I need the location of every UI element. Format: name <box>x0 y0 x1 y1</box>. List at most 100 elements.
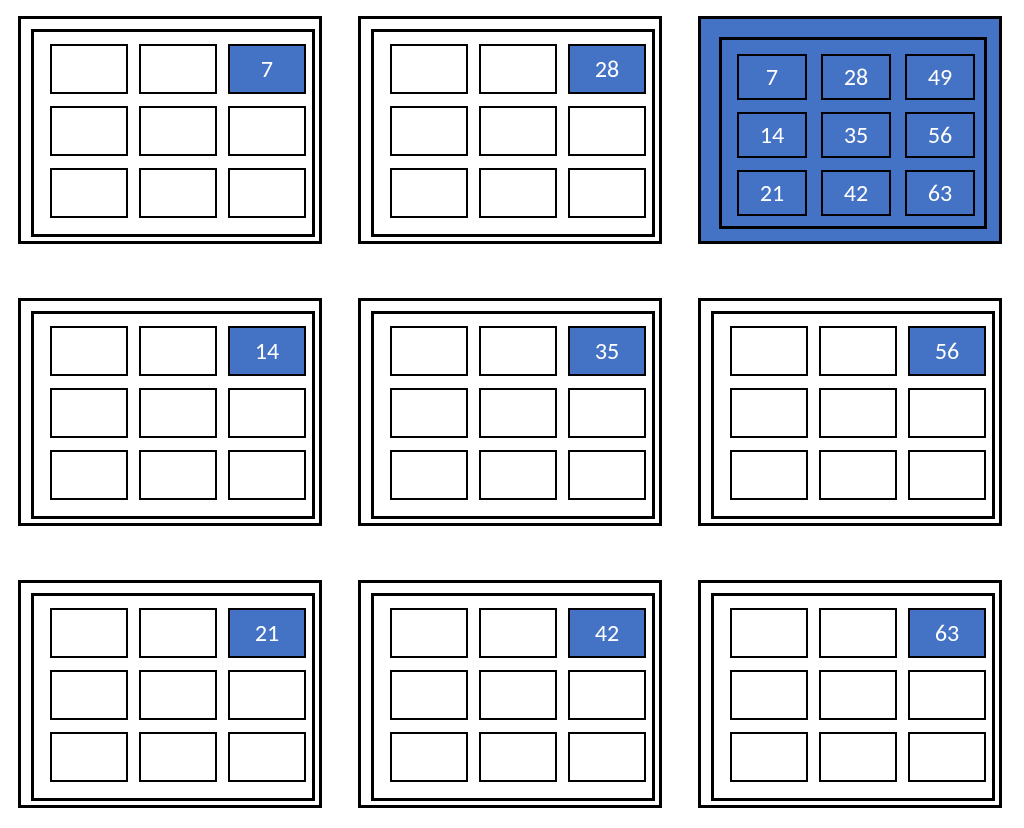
cell-filled: 21 <box>228 608 306 658</box>
cell-filled: 56 <box>908 326 986 376</box>
panel-p-1-0: 14 <box>18 298 322 526</box>
cell-empty <box>228 670 306 720</box>
cell-filled: 7 <box>228 44 306 94</box>
cell-filled: 35 <box>821 112 891 158</box>
cell-empty <box>139 608 217 658</box>
panel-inner-border: 35 <box>371 311 655 519</box>
cell-filled: 14 <box>228 326 306 376</box>
cell-empty <box>730 670 808 720</box>
panel-inner-border: 56 <box>711 311 995 519</box>
cell-empty <box>730 450 808 500</box>
cell-empty <box>479 44 557 94</box>
cell-empty <box>139 388 217 438</box>
cell-empty <box>568 168 646 218</box>
cell-filled: 21 <box>737 170 807 216</box>
cell-empty <box>139 732 217 782</box>
cell-empty <box>50 168 128 218</box>
cell-empty <box>819 608 897 658</box>
cell-empty <box>390 608 468 658</box>
cell-empty <box>228 106 306 156</box>
cell-empty <box>50 608 128 658</box>
cell-empty <box>730 608 808 658</box>
cell-empty <box>50 450 128 500</box>
cell-empty <box>228 732 306 782</box>
cell-empty <box>50 388 128 438</box>
cell-empty <box>568 450 646 500</box>
cell-grid: 35 <box>390 326 646 500</box>
cell-empty <box>479 106 557 156</box>
cell-empty <box>479 732 557 782</box>
cell-empty <box>390 44 468 94</box>
panel-p-1-1: 35 <box>358 298 662 526</box>
cell-empty <box>50 732 128 782</box>
cell-empty <box>139 106 217 156</box>
panel-p-2-2: 63 <box>698 580 1002 808</box>
cell-empty <box>908 450 986 500</box>
cell-empty <box>479 388 557 438</box>
cell-empty <box>568 732 646 782</box>
cell-filled: 35 <box>568 326 646 376</box>
cell-grid: 42 <box>390 608 646 782</box>
cell-grid: 7 <box>50 44 306 218</box>
cell-filled: 56 <box>905 112 975 158</box>
cell-empty <box>479 450 557 500</box>
panel-outer-border: 63 <box>698 580 1002 808</box>
cell-filled: 7 <box>737 54 807 100</box>
cell-empty <box>139 670 217 720</box>
cell-grid: 63 <box>730 608 986 782</box>
panel-outer-border: 14 <box>18 298 322 526</box>
panel-inner-border: 42 <box>371 593 655 801</box>
diagram-canvas: 72872849143556214263143556214263 <box>0 0 1024 828</box>
cell-empty <box>819 732 897 782</box>
cell-empty <box>390 388 468 438</box>
cell-empty <box>50 326 128 376</box>
cell-filled: 42 <box>821 170 891 216</box>
panel-p-0-2: 72849143556214263 <box>698 16 1002 244</box>
cell-grid: 56 <box>730 326 986 500</box>
panel-p-0-0: 7 <box>18 16 322 244</box>
cell-empty <box>390 106 468 156</box>
cell-empty <box>479 608 557 658</box>
cell-empty <box>819 670 897 720</box>
panel-inner-border: 7 <box>31 29 315 237</box>
cell-filled: 28 <box>568 44 646 94</box>
cell-empty <box>50 106 128 156</box>
cell-empty <box>390 450 468 500</box>
cell-empty <box>479 670 557 720</box>
panel-inner-border: 21 <box>31 593 315 801</box>
cell-empty <box>228 388 306 438</box>
panel-inner-border: 72849143556214263 <box>719 37 987 229</box>
cell-empty <box>139 44 217 94</box>
cell-empty <box>730 388 808 438</box>
panel-p-1-2: 56 <box>698 298 1002 526</box>
cell-empty <box>819 326 897 376</box>
cell-grid: 28 <box>390 44 646 218</box>
cell-empty <box>568 388 646 438</box>
panel-outer-border: 42 <box>358 580 662 808</box>
cell-empty <box>908 732 986 782</box>
cell-empty <box>139 450 217 500</box>
cell-empty <box>819 450 897 500</box>
cell-empty <box>390 168 468 218</box>
cell-filled: 42 <box>568 608 646 658</box>
cell-grid: 72849143556214263 <box>737 54 975 216</box>
cell-filled: 49 <box>905 54 975 100</box>
cell-empty <box>730 732 808 782</box>
panel-outer-border: 7 <box>18 16 322 244</box>
panel-inner-border: 63 <box>711 593 995 801</box>
panel-outer-border: 28 <box>358 16 662 244</box>
cell-filled: 28 <box>821 54 891 100</box>
panel-p-2-0: 21 <box>18 580 322 808</box>
cell-empty <box>730 326 808 376</box>
panel-inner-border: 14 <box>31 311 315 519</box>
cell-empty <box>908 670 986 720</box>
cell-empty <box>479 168 557 218</box>
cell-filled: 63 <box>908 608 986 658</box>
cell-empty <box>390 732 468 782</box>
panel-p-0-1: 28 <box>358 16 662 244</box>
cell-empty <box>819 388 897 438</box>
cell-filled: 63 <box>905 170 975 216</box>
panel-outer-border: 21 <box>18 580 322 808</box>
panel-outer-border: 56 <box>698 298 1002 526</box>
cell-empty <box>228 450 306 500</box>
